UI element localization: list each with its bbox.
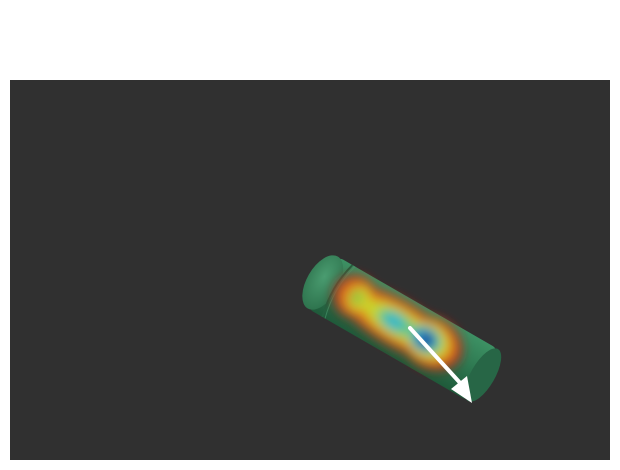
3d-viewport[interactable] [10, 80, 610, 460]
arrow-icon [408, 326, 472, 403]
viewport-background [10, 80, 610, 460]
viewport-canvas [10, 80, 610, 460]
